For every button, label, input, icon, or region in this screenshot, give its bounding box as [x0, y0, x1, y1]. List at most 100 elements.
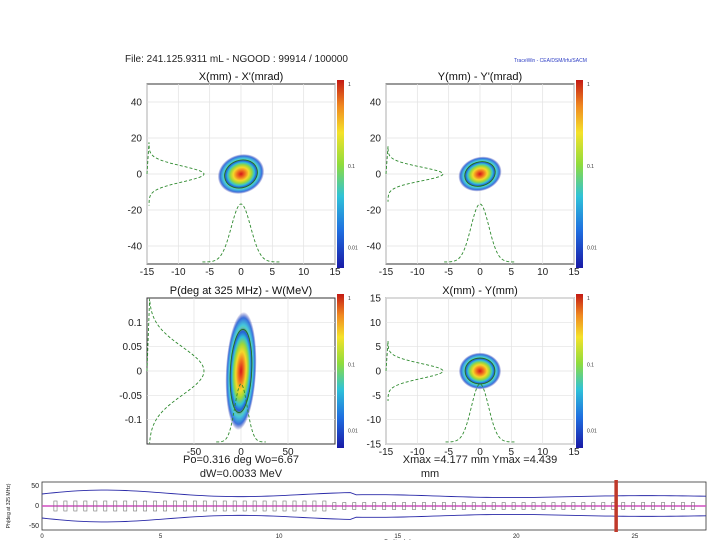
panel-title: X(mm) - Y(mm) — [442, 285, 518, 297]
lattice-element — [501, 502, 506, 510]
x-tick-label: 0 — [477, 447, 483, 458]
envelope-y-tick: 50 — [31, 483, 39, 490]
color-bar — [576, 294, 583, 448]
color-bar — [576, 80, 583, 268]
lattice-element — [292, 500, 297, 512]
x-tick-label: 5 — [270, 267, 276, 278]
vertical-projection — [385, 340, 444, 401]
x-tick-label: -5 — [444, 447, 453, 458]
lattice-element — [641, 502, 645, 510]
lattice-element — [232, 500, 237, 512]
y-tick-label: -10 — [367, 415, 382, 426]
color-bar-tick: 0.1 — [348, 164, 355, 170]
envelope-x-tick: 5 — [159, 534, 163, 540]
envelope-plot: Ph(deg at 325 MHz)500-500510152025Positi… — [6, 480, 707, 545]
envelope-y-tick: 0 — [35, 503, 39, 510]
position-marker — [614, 480, 618, 532]
lattice-element — [571, 502, 576, 510]
lattice-element — [302, 500, 307, 512]
envelope-y-label: Ph(deg at 325 MHz) — [6, 483, 12, 528]
color-bar-tick: 1 — [587, 296, 590, 302]
lattice-element — [93, 500, 98, 512]
vertical-projection — [146, 298, 205, 444]
vertical-projection — [146, 142, 205, 206]
lattice-element — [372, 502, 377, 510]
y-tick-label: 0 — [136, 367, 142, 378]
lattice-element — [392, 502, 396, 510]
lattice-element — [531, 502, 536, 510]
x-tick-label: -10 — [171, 267, 186, 278]
lattice-element — [123, 500, 128, 512]
x-tick-label: -10 — [410, 447, 425, 458]
lattice-element — [103, 500, 108, 512]
x-tick-label: 15 — [568, 447, 580, 458]
color-bar-tick: 1 — [348, 296, 351, 302]
lattice-element — [153, 500, 157, 512]
x-tick-label: 0 — [477, 267, 483, 278]
lattice-element — [382, 502, 387, 510]
horizontal-projection — [216, 383, 266, 443]
envelope-x-tick: 10 — [276, 534, 283, 540]
lattice-element — [681, 502, 685, 510]
rms-ellipse — [464, 161, 496, 187]
color-bar — [337, 294, 344, 448]
lattice-element — [561, 502, 566, 510]
lattice-element — [222, 500, 227, 512]
horizontal-projection — [445, 383, 515, 443]
x-tick-label: 10 — [298, 267, 310, 278]
x-tick-label: -50 — [187, 447, 202, 458]
color-bar-tick: 0.01 — [348, 429, 358, 435]
vertical-projection — [385, 146, 444, 202]
x-tick-label: 15 — [329, 267, 341, 278]
envelope-x-tick: 20 — [513, 534, 520, 540]
panel-footer-0: Xmax =4.177 mm Ymax =4.439 — [403, 454, 558, 466]
lattice-element — [272, 500, 277, 512]
lattice-element — [690, 502, 695, 510]
horizontal-projection — [202, 203, 280, 263]
y-tick-label: -20 — [367, 206, 382, 217]
lattice-element — [432, 502, 436, 510]
x-tick-label: 0 — [238, 267, 244, 278]
lattice-element — [591, 502, 596, 510]
y-tick-label: 0 — [136, 170, 142, 181]
upper-envelope — [41, 489, 707, 499]
lattice-element — [451, 502, 456, 510]
color-bar — [337, 80, 344, 268]
y-tick-label: -20 — [128, 206, 143, 217]
lattice-element — [671, 502, 675, 510]
lattice-element — [262, 500, 267, 512]
rms-ellipse — [229, 329, 253, 413]
lattice-element — [332, 502, 337, 510]
lattice-element — [471, 502, 476, 510]
y-tick-label: -40 — [128, 242, 143, 253]
lattice-element — [322, 500, 327, 512]
lattice-element — [521, 502, 526, 510]
lattice-element — [491, 502, 496, 510]
y-tick-label: 20 — [370, 134, 382, 145]
lattice-element — [53, 500, 58, 512]
y-tick-label: -40 — [367, 242, 382, 253]
lattice-element — [143, 500, 147, 512]
x-tick-label: -5 — [205, 267, 214, 278]
x-tick-label: 15 — [568, 267, 580, 278]
rms-ellipse — [224, 159, 258, 189]
lattice-element — [312, 500, 317, 512]
panel-title: X(mm) - X'(mrad) — [199, 71, 284, 83]
lattice-element — [461, 502, 466, 510]
lattice-element — [252, 500, 257, 512]
envelope-x-tick: 15 — [394, 534, 401, 540]
lower-envelope — [41, 513, 707, 523]
lattice-element — [282, 500, 287, 512]
beam-core — [223, 159, 259, 189]
y-tick-label: 0.1 — [128, 318, 142, 329]
y-tick-label: -5 — [372, 391, 381, 402]
panel-title: Y(mm) - Y'(mrad) — [438, 71, 522, 83]
y-tick-label: -0.05 — [119, 391, 142, 402]
y-tick-label: 0 — [375, 367, 381, 378]
color-bar-tick: 0.01 — [587, 429, 597, 435]
x-tick-label: -15 — [140, 267, 155, 278]
x-tick-label: 10 — [537, 447, 549, 458]
lattice-element — [581, 502, 586, 510]
lattice-element — [83, 500, 88, 512]
